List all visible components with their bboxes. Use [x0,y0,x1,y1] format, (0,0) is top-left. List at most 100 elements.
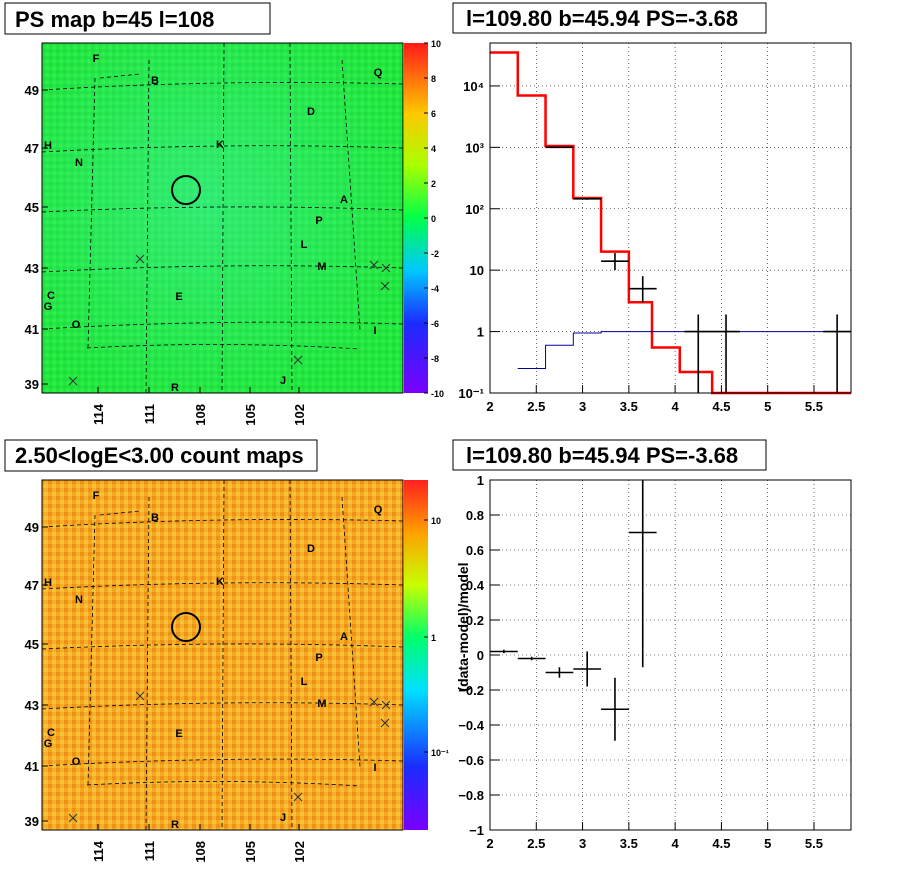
ps-lon-line [341,59,361,331]
ps-y-tick-label: 47 [25,141,39,156]
ps-letter: D [307,106,315,118]
spectrum-y-tick-label: 10⁻¹ [458,386,484,401]
ps-letter: M [317,261,326,273]
ps-cross-marker [369,260,379,270]
spectrum-y-tick-label: 10² [465,202,484,217]
count-colorbar-tick-label: 1 [431,633,436,643]
spectrum-x-tick-label: 5.5 [805,399,823,414]
ps-letter: E [175,291,182,303]
count-letter: Q [374,504,383,516]
ps-x-tick-label: 102 [292,404,307,426]
spectrum-model-blue-line [517,331,851,370]
count-map-letters: F B Q D H K N A PLM CG E O I R J [44,490,383,831]
spectrum-x-tick-label: 2.5 [527,399,545,414]
residual-x-tick-label: 2 [486,836,493,851]
count-lat-line [86,781,361,787]
count-map-frame [41,479,404,831]
spectrum-model-red-line [490,51,851,395]
ps-letter: H [44,140,52,152]
count-map-y-ticks: 49 47 45 43 41 39 [25,520,48,829]
count-map-title-box [4,439,318,472]
residual-x-tick-label: 3.5 [620,836,638,851]
spectrum-y-ticks: 10⁻¹ 1 10 10² 10³ 10⁴ [458,79,500,401]
ps-y-tick-label: 41 [25,322,39,337]
ps-letter: B [151,75,159,87]
ps-letter: Q [374,67,383,79]
count-cross-marker [380,718,390,728]
ps-cross-marker [293,355,303,365]
ps-map-title-box [4,2,271,35]
residual-y-tick-label: 0.8 [466,508,484,523]
residual-y-tick-label: 0 [477,648,484,663]
count-map-colorbar [404,480,428,830]
spectrum-x-tick-label: 4.5 [712,399,730,414]
count-letter: F [93,490,100,502]
residual-x-tick-label: 4.5 [712,836,730,851]
ps-map-colorbar-ticks: 10 8 6 4 2 0 -2 -4 -6 -8 -10 [424,39,444,399]
ps-map-source-circle [171,175,201,205]
spectrum-frame [489,42,852,394]
count-letter: K [216,576,224,588]
count-cross-marker [68,813,78,823]
ps-lat-line [86,344,361,350]
ps-colorbar-tick-label: -10 [431,389,444,399]
spectrum-x-tick-label: 4 [672,399,680,414]
count-cross-marker [293,792,303,802]
ps-colorbar-tick-label: 6 [431,109,436,119]
count-letter: C [47,727,55,739]
ps-cross-marker [381,263,391,273]
residual-x-tick-label: 4 [672,836,680,851]
ps-cross-marker [68,376,78,386]
count-lon-line [221,479,225,831]
count-x-tick-label: 108 [193,841,208,863]
count-colorbar-tick-label: 10 [431,516,441,526]
count-letter: E [175,728,182,740]
residual-y-axis-label: (data-model)/model [455,562,471,691]
count-letter: R [171,819,179,831]
residual-y-tick-label: −0.4 [458,718,484,733]
spectrum-x-tick-label: 5 [764,399,771,414]
count-y-tick-label: 49 [25,520,39,535]
ps-map-frame [41,42,404,394]
ps-y-tick-label: 49 [25,83,39,98]
count-letter: O [72,756,81,768]
spectrum-x-tick-label: 2 [486,399,493,414]
residual-x-tick-label: 2.5 [527,836,545,851]
ps-letter: A [340,194,348,206]
count-letter: B [151,512,159,524]
count-lon-line [289,479,293,831]
ps-x-tick-label: 105 [243,404,258,426]
ps-letter: R [171,382,179,394]
residual-grid [489,479,851,831]
spectrum-title-box [452,2,767,34]
spectrum-title: l=109.80 b=45.94 PS=-3.68 [466,6,738,31]
count-letter: M [317,698,326,710]
ps-map-x-ticks: 114 111 108 105 102 [91,387,307,426]
count-map-title: 2.50<logE<3.00 count maps [15,443,304,468]
count-letter: A [340,631,348,643]
spectrum-x-tick-label: 3 [579,399,586,414]
count-map-x-ticks: 114 111 108 105 102 [91,824,307,863]
count-letter: D [307,543,315,555]
count-letter: N [75,594,83,606]
ps-letter: F [93,53,100,65]
residual-y-tick-label: 0.4 [466,578,485,593]
ps-letter: N [75,157,83,169]
count-letter: P [315,652,322,664]
count-y-tick-label: 45 [25,637,39,652]
ps-colorbar-tick-label: 8 [431,74,436,84]
ps-letter: G [44,301,53,313]
ps-letter: C [47,290,55,302]
ps-letter: I [373,325,376,337]
ps-lon-line [221,42,225,394]
spectrum-y-tick-label: 10³ [465,140,484,155]
ps-map-title: PS map b=45 l=108 [15,7,214,32]
ps-y-tick-label: 39 [25,377,39,392]
count-y-tick-label: 41 [25,759,39,774]
ps-y-tick-label: 43 [25,261,39,276]
count-lon-line [341,496,361,768]
ps-colorbar-tick-label: 10 [431,39,441,49]
ps-map-letters: F B Q D H K N A PLM CG E O I R J [44,53,383,394]
residual-x-tick-label: 5.5 [805,836,823,851]
